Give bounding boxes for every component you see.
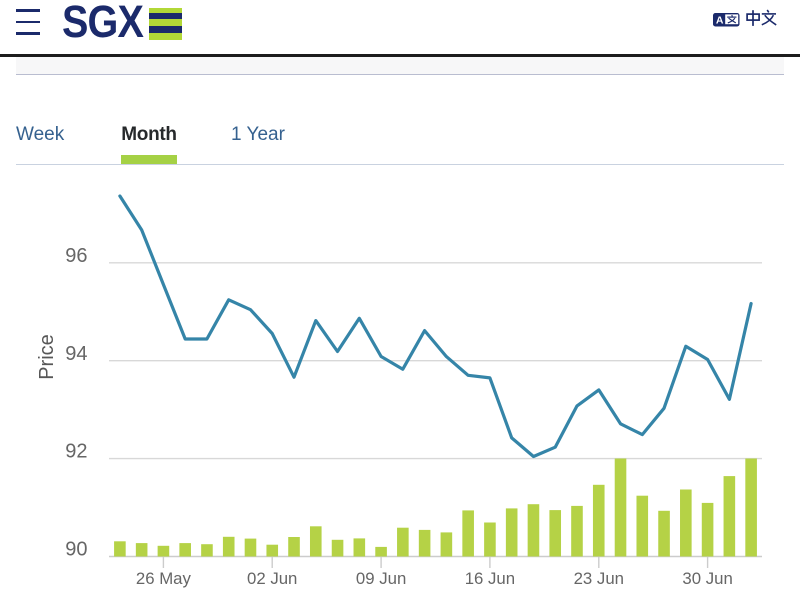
svg-text:96: 96 — [65, 245, 87, 267]
svg-text:92: 92 — [65, 441, 87, 463]
svg-text:09 Jun: 09 Jun — [356, 569, 406, 588]
svg-text:30 Jun: 30 Jun — [682, 569, 732, 588]
svg-text:16 Jun: 16 Jun — [465, 569, 515, 588]
svg-text:A: A — [716, 15, 724, 27]
svg-text:94: 94 — [65, 343, 87, 365]
svg-text:26 May: 26 May — [136, 569, 192, 588]
svg-text:02 Jun: 02 Jun — [247, 569, 297, 588]
svg-text:23 Jun: 23 Jun — [574, 569, 624, 588]
svg-text:90: 90 — [65, 539, 87, 561]
svg-text:Price: Price — [36, 334, 58, 380]
